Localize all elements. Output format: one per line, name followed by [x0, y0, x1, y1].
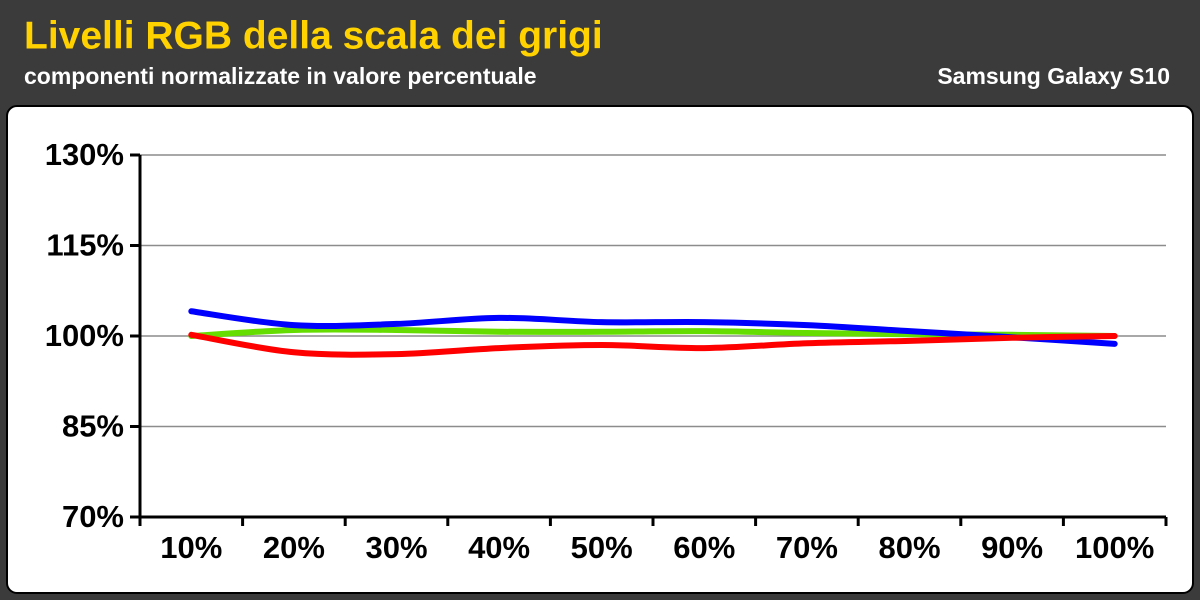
device-label: Samsung Galaxy S10 [937, 63, 1170, 89]
x-tick-label: 30% [365, 530, 427, 565]
x-tick-label: 60% [673, 530, 735, 565]
x-tick-label: 50% [571, 530, 633, 565]
chart-subtitle: componenti normalizzate in valore percen… [24, 63, 537, 89]
y-tick-label: 130% [45, 137, 124, 172]
series-line [188, 331, 1118, 358]
y-tick-label: 115% [46, 228, 124, 263]
y-tick-label: 70% [62, 499, 124, 534]
x-tick-label: 80% [878, 530, 940, 565]
y-tick-label: 100% [45, 318, 124, 353]
y-tick-label: 85% [62, 409, 124, 444]
x-tick-label: 40% [468, 530, 530, 565]
x-tick-label: 90% [981, 530, 1043, 565]
x-tick-label: 20% [263, 530, 325, 565]
x-tick-label: 10% [160, 530, 222, 565]
chart-title: Livelli RGB della scala dei grigi [24, 14, 603, 57]
x-tick-label: 70% [776, 530, 838, 565]
x-tick-label: 100% [1075, 530, 1154, 565]
series-line [188, 308, 1118, 347]
plot-panel [6, 105, 1194, 594]
